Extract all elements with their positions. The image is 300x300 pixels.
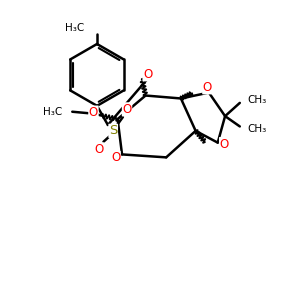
Text: H₃C: H₃C [43,107,63,117]
Text: O: O [203,81,212,94]
Text: O: O [111,152,120,164]
Text: O: O [122,103,132,116]
Text: CH₃: CH₃ [247,124,266,134]
Text: O: O [89,106,98,119]
Text: CH₃: CH₃ [247,95,266,105]
Text: O: O [220,138,229,151]
Text: O: O [143,68,152,81]
Text: H₃C: H₃C [65,23,85,33]
Text: O: O [95,143,104,156]
Text: S: S [109,124,117,137]
